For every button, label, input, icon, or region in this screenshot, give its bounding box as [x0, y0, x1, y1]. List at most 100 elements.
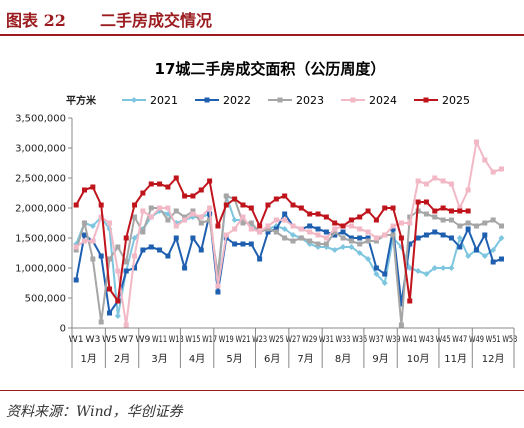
data-point	[490, 217, 496, 223]
data-point	[281, 226, 288, 232]
data-point	[457, 208, 463, 214]
data-point	[248, 220, 254, 226]
data-point	[232, 241, 238, 247]
y-tick-label: 1,500,000	[15, 234, 66, 245]
data-point	[257, 223, 263, 229]
data-point	[157, 247, 163, 253]
month-label: 10月	[407, 353, 430, 365]
x-tick-label: W45	[436, 335, 451, 345]
data-point	[73, 277, 79, 283]
x-tick-label: W21	[235, 335, 250, 345]
data-point	[331, 247, 338, 253]
month-label: 12月	[482, 353, 505, 365]
month-label: 2月	[114, 353, 130, 365]
x-tick-label: W25	[269, 335, 284, 345]
data-point	[107, 310, 113, 316]
y-axis-unit: 平方米	[66, 94, 97, 107]
data-point	[357, 226, 363, 232]
series-line	[75, 195, 503, 326]
line-chart: 17城二手房成交面积（公历周度） 平方米 2021 2022 2023 2024 202…	[15, 60, 517, 368]
data-point	[315, 241, 321, 247]
data-point	[323, 214, 329, 220]
data-point	[148, 205, 154, 211]
data-point	[482, 157, 488, 163]
data-point	[290, 202, 296, 208]
data-point	[265, 229, 271, 235]
data-point	[465, 187, 471, 193]
data-point	[390, 223, 396, 229]
data-point	[204, 97, 210, 103]
data-point	[432, 175, 438, 181]
legend-item-2024: 2024	[341, 94, 397, 107]
data-point	[265, 223, 271, 229]
data-point	[307, 229, 313, 235]
x-tick-label: W17	[202, 335, 217, 345]
data-point	[257, 229, 263, 235]
data-point	[465, 208, 471, 214]
data-point	[132, 202, 138, 208]
data-point	[448, 265, 455, 271]
data-point	[82, 238, 88, 244]
data-point	[457, 205, 463, 211]
data-point	[107, 256, 113, 262]
x-tick-label: W13	[169, 335, 184, 345]
data-point	[332, 226, 338, 232]
data-point	[240, 202, 246, 208]
data-point	[257, 256, 263, 262]
data-point	[114, 313, 121, 319]
data-point	[456, 235, 463, 241]
data-point	[382, 232, 388, 238]
source-note: 资料来源：Wind，华创证券	[6, 404, 183, 420]
data-point	[182, 214, 188, 220]
data-point	[98, 319, 104, 325]
data-point	[390, 232, 396, 238]
data-point	[123, 235, 129, 241]
data-point	[315, 232, 321, 238]
data-point	[248, 205, 254, 211]
data-point	[457, 244, 463, 250]
legend-label: 2023	[296, 94, 324, 107]
y-tick-label: 1,000,000	[15, 264, 66, 275]
figure-header: 图表 22 二手房成交情况	[0, 0, 524, 36]
data-point	[282, 235, 288, 241]
data-point	[332, 220, 338, 226]
y-tick-label: 500,000	[25, 294, 66, 305]
data-point	[290, 238, 296, 244]
data-point	[365, 256, 372, 262]
data-point	[273, 226, 279, 232]
month-label: 3月	[151, 353, 167, 365]
data-point	[473, 223, 479, 229]
data-point	[373, 217, 379, 223]
data-point	[207, 178, 213, 184]
data-point	[373, 271, 380, 277]
data-point	[323, 235, 329, 241]
series-line	[75, 141, 502, 326]
data-point	[73, 247, 79, 253]
data-point	[223, 232, 229, 238]
x-tick-label: W53	[502, 335, 517, 345]
data-point	[182, 217, 188, 223]
data-point	[173, 175, 179, 181]
data-point	[248, 226, 254, 232]
series-2025	[73, 175, 471, 304]
data-point	[357, 214, 363, 220]
data-point	[365, 235, 371, 241]
data-point	[348, 238, 354, 244]
data-point	[90, 184, 96, 190]
x-tick-label: W1	[69, 335, 84, 345]
data-point	[407, 220, 413, 226]
data-point	[89, 223, 96, 229]
data-point	[307, 238, 313, 244]
data-point	[107, 286, 113, 292]
x-tick-label: W33	[336, 335, 351, 345]
data-point	[315, 226, 321, 232]
month-label: 8月	[335, 353, 351, 365]
data-point	[173, 235, 179, 241]
data-point	[323, 229, 329, 235]
legend-item-2021: 2021	[122, 94, 178, 107]
data-point	[131, 97, 137, 103]
data-point	[232, 226, 238, 232]
data-point	[165, 253, 171, 259]
x-tick-label: W43	[419, 335, 434, 345]
y-tick-label: 3,500,000	[15, 114, 66, 125]
